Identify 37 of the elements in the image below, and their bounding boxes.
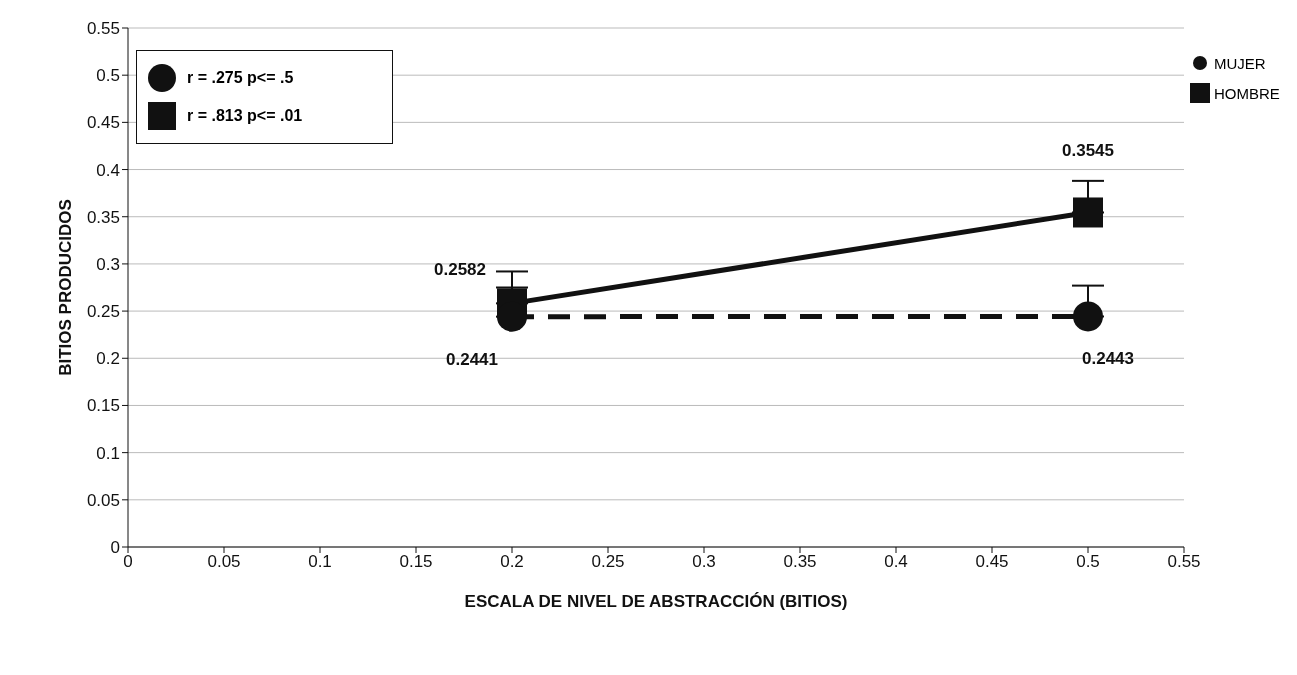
y-tick-label: 0.55 (86, 19, 120, 39)
y-tick-label: 0.4 (96, 160, 120, 180)
y-tick-label: 0.35 (86, 207, 120, 227)
x-tick-label: 0.15 (399, 552, 433, 572)
data-label: 0.2441 (446, 349, 498, 369)
annotation: r = .813 p<= .01 (187, 107, 303, 125)
y-tick-label: 0.15 (86, 396, 120, 416)
x-tick-label: 0.55 (1167, 552, 1201, 572)
y-tick-label: 0.3 (96, 254, 120, 274)
point (1073, 197, 1103, 228)
x-tick-label: 0.5 (1076, 552, 1100, 572)
y-tick-label: 0.5 (96, 66, 120, 86)
y-tick-label: 0.1 (96, 443, 120, 463)
y-tick-label: 0 (110, 538, 120, 558)
x-tick-label: 0.2 (500, 552, 524, 572)
x-tick-label: 0 (123, 552, 133, 572)
y-tick-label: 0.2 (96, 349, 120, 369)
note-box: r = .275 p<= .5 r = .813 p<= .01 (136, 50, 393, 144)
point (1073, 301, 1103, 332)
x-tick-label: 0.45 (975, 552, 1009, 572)
x-tick-label: 0.05 (207, 552, 241, 572)
y-tick-label: 0.05 (86, 490, 120, 510)
y-tick-label: 0.25 (86, 302, 120, 322)
x-tick-label: 0.4 (884, 552, 908, 572)
x-tick-label: 0.35 (783, 552, 817, 572)
x-tick-label: 0.1 (308, 552, 332, 572)
x-tick-label: 0.25 (591, 552, 625, 572)
data-label: 0.3545 (1062, 141, 1114, 161)
legend-label: HOMBRE (1214, 84, 1280, 102)
data-label: 0.2443 (1082, 349, 1134, 369)
y-tick-label: 0.45 (86, 113, 120, 133)
legend-label: MUJER (1214, 54, 1266, 72)
y-axis-title: BITIOS PRODUCIDOS (56, 199, 76, 376)
x-tick-label: 0.3 (692, 552, 716, 572)
annotation: r = .275 p<= .5 (187, 69, 294, 87)
x-axis-title: ESCALA DE NIVEL DE ABSTRACCIÓN (BITIOS) (464, 592, 848, 611)
data-label: 0.2582 (434, 260, 486, 280)
